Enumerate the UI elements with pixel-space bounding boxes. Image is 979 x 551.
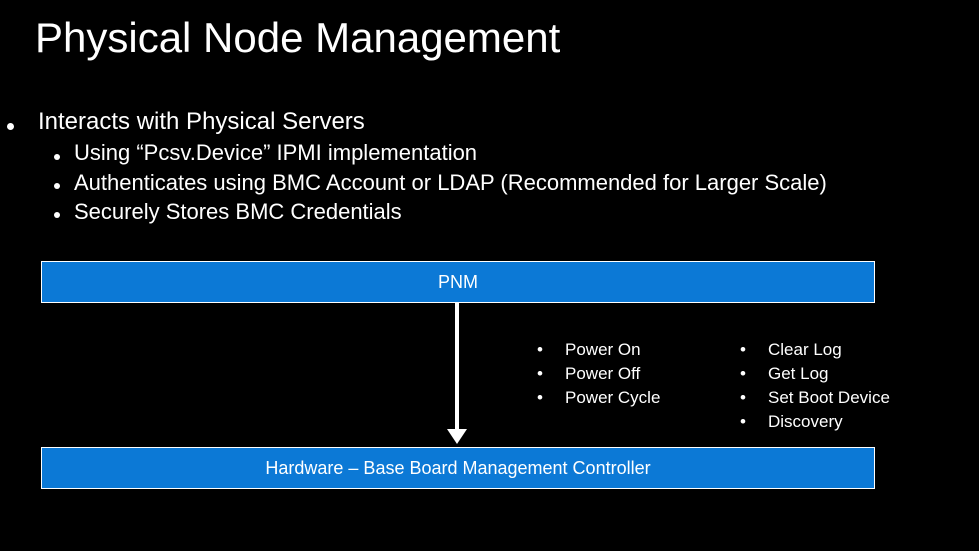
main-bullet-text: Interacts with Physical Servers (38, 108, 365, 136)
arrow-line (455, 302, 459, 432)
hardware-box: Hardware – Base Board Management Control… (41, 447, 875, 489)
bullet-icon (54, 212, 60, 218)
bullet-icon: • (736, 410, 768, 434)
op-label: Set Boot Device (768, 386, 890, 410)
bullet-icon: • (736, 362, 768, 386)
bullet-icon (54, 183, 60, 189)
op-label: Power On (565, 338, 641, 362)
bullet-icon (54, 154, 60, 160)
sub-bullet-2: Authenticates using BMC Account or LDAP … (74, 170, 827, 196)
slide-title: Physical Node Management (35, 14, 560, 62)
sub-bullet-3: Securely Stores BMC Credentials (74, 199, 402, 225)
list-item: • Set Boot Device (736, 386, 890, 410)
list-item: • Get Log (736, 362, 890, 386)
bullet-icon: • (736, 386, 768, 410)
bullet-icon (7, 123, 14, 130)
op-label: Discovery (768, 410, 843, 434)
list-item: • Power On (533, 338, 660, 362)
sub-bullet-1: Using “Pcsv.Device” IPMI implementation (74, 140, 477, 166)
op-label: Power Off (565, 362, 640, 386)
op-label: Get Log (768, 362, 829, 386)
bullet-icon: • (736, 338, 768, 362)
operations-col-2: • Clear Log • Get Log • Set Boot Device … (736, 338, 890, 434)
bullet-icon: • (533, 338, 565, 362)
list-item: • Power Off (533, 362, 660, 386)
op-label: Power Cycle (565, 386, 660, 410)
bullet-icon: • (533, 362, 565, 386)
list-item: • Power Cycle (533, 386, 660, 410)
list-item: • Clear Log (736, 338, 890, 362)
pnm-label: PNM (438, 272, 478, 293)
list-item: • Discovery (736, 410, 890, 434)
hardware-label: Hardware – Base Board Management Control… (265, 458, 650, 479)
op-label: Clear Log (768, 338, 842, 362)
arrow-head-icon (447, 429, 467, 444)
pnm-box: PNM (41, 261, 875, 303)
operations-col-1: • Power On • Power Off • Power Cycle (533, 338, 660, 410)
bullet-icon: • (533, 386, 565, 410)
